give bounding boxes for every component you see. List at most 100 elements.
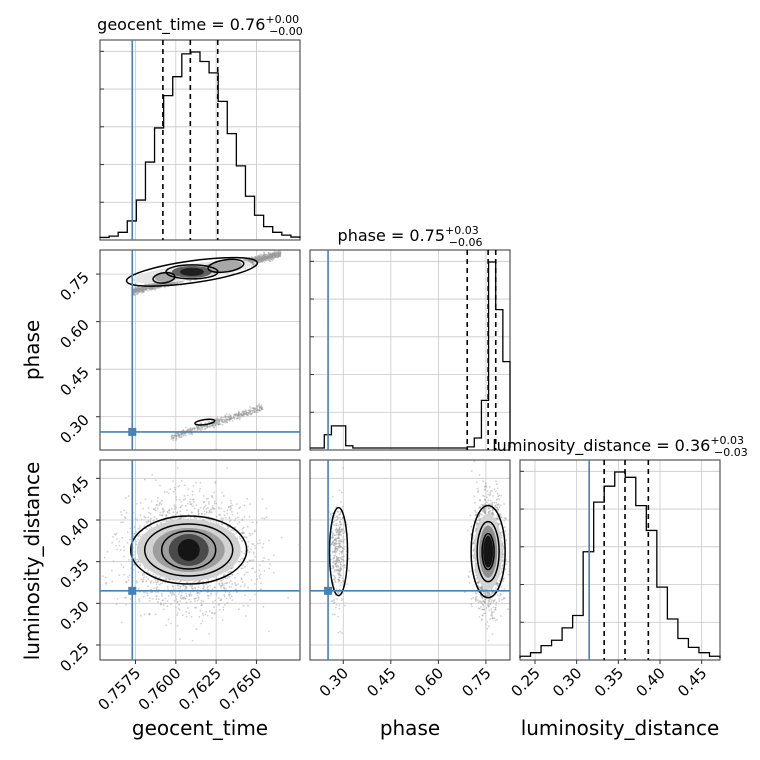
sample-point (134, 291, 137, 293)
sample-point (259, 407, 261, 410)
sample-point (279, 251, 282, 254)
sample-point (240, 567, 243, 570)
sample-point (276, 249, 278, 252)
sample-point (246, 413, 249, 416)
sample-point (133, 526, 136, 528)
sample-point (138, 287, 141, 290)
sample-point (269, 563, 271, 566)
sample-point (200, 599, 203, 602)
sample-point (199, 428, 202, 430)
sample-point (123, 509, 125, 512)
sample-point (183, 484, 186, 487)
sample-point (263, 251, 265, 254)
sample-point (172, 511, 175, 514)
sample-point (171, 437, 173, 439)
sample-point (248, 551, 251, 554)
sample-point (246, 412, 248, 415)
sample-point (251, 533, 254, 535)
sample-point (254, 593, 256, 596)
sample-point (258, 539, 261, 541)
sample-point (255, 256, 257, 259)
sample-point (149, 287, 152, 290)
sample-point (248, 411, 250, 414)
sample-point (202, 425, 205, 428)
sample-point (120, 621, 123, 624)
sample-point (238, 521, 241, 524)
sample-point (201, 604, 203, 606)
sample-point (259, 405, 262, 408)
sample-point (257, 259, 260, 261)
sample-point (193, 516, 196, 519)
sample-point (143, 613, 146, 616)
sample-point (270, 258, 273, 261)
sample-point (238, 418, 241, 421)
sample-point (188, 428, 191, 431)
sample-point (263, 517, 266, 520)
sample-point (241, 414, 244, 417)
sample-point (154, 509, 157, 512)
sample-point (253, 407, 256, 410)
sample-point (126, 541, 129, 544)
sample-point (210, 594, 212, 596)
sample-point (225, 597, 228, 600)
sample-point (246, 411, 248, 414)
sample-point (232, 417, 234, 419)
sample-point (279, 251, 282, 254)
sample-point (231, 599, 234, 601)
sample-point (162, 508, 165, 511)
sample-point (201, 428, 204, 430)
sample-point (148, 289, 151, 291)
sample-point (189, 426, 192, 429)
sample-point (178, 608, 181, 611)
sample-point (168, 512, 171, 514)
sample-point (229, 417, 232, 420)
sample-point (204, 505, 207, 507)
sample-point (223, 514, 226, 517)
sample-point (256, 578, 259, 580)
sample-point (215, 502, 218, 505)
sample-point (257, 255, 260, 257)
sample-point (261, 406, 264, 409)
sample-point (173, 435, 176, 437)
sample-point (206, 425, 209, 428)
sample-point (226, 509, 229, 512)
sample-point (262, 258, 265, 260)
sample-point (266, 254, 269, 256)
sample-point (206, 426, 209, 429)
sample-point (138, 288, 141, 291)
sample-point (269, 257, 272, 259)
sample-point (143, 286, 146, 289)
sample-point (250, 407, 253, 410)
sample-point (195, 481, 197, 484)
sample-point (228, 575, 231, 578)
sample-point (263, 256, 265, 259)
sample-point (136, 289, 139, 292)
sample-point (144, 288, 147, 291)
sample-point (135, 290, 138, 293)
sample-point (189, 600, 192, 603)
sample-point (228, 418, 231, 421)
sample-point (216, 580, 218, 583)
sample-point (125, 581, 128, 584)
sample-point (184, 588, 186, 591)
sample-point (196, 594, 199, 597)
sample-point (273, 254, 275, 257)
sample-point (199, 428, 202, 431)
sample-point (261, 559, 264, 562)
sample-point (186, 429, 189, 431)
sample-point (143, 287, 146, 290)
sample-point (142, 290, 145, 293)
sample-point (217, 424, 220, 426)
sample-point (134, 290, 137, 293)
sample-point (203, 425, 206, 428)
sample-point (237, 413, 239, 415)
sample-point (134, 290, 137, 293)
sample-point (254, 256, 257, 258)
sample-point (135, 503, 138, 505)
sample-point (228, 413, 231, 416)
sample-point (260, 253, 263, 256)
sample-point (155, 583, 158, 586)
sample-point (166, 282, 169, 285)
sample-point (199, 487, 202, 490)
sample-point (139, 563, 141, 566)
